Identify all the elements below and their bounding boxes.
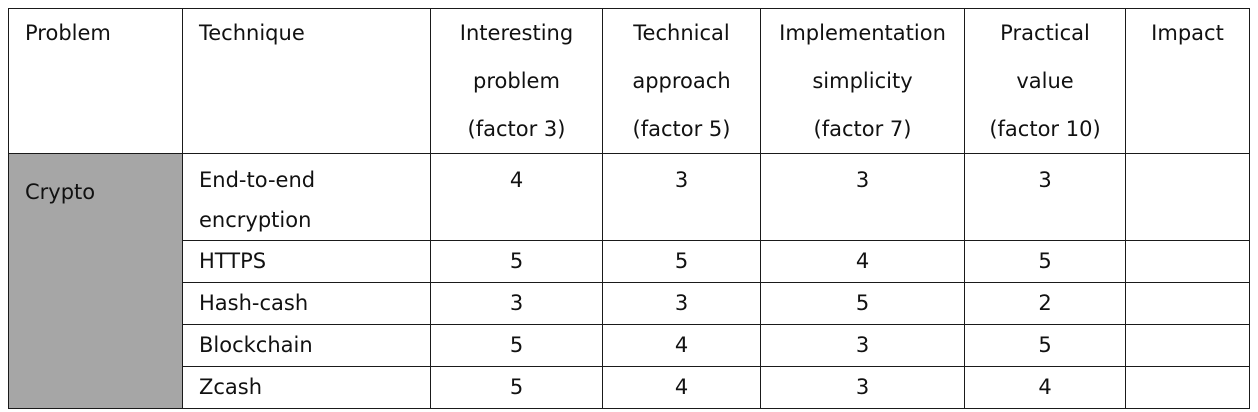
table-row: Blockchain 5 4 3 5: [9, 324, 1250, 367]
interesting-score: 4: [430, 153, 603, 241]
practical-score: 4: [964, 366, 1126, 409]
header-interesting-problem: Interesting problem (factor 3): [430, 8, 603, 154]
practical-score: 5: [964, 240, 1126, 283]
header-technical-approach: Technical approach (factor 5): [602, 8, 761, 154]
technique-cell: Blockchain: [182, 324, 431, 367]
table-row: Hash-cash 3 3 5 2: [9, 282, 1250, 325]
interesting-score: 3: [430, 282, 603, 325]
header-problem: Problem: [8, 8, 183, 154]
technical-score: 3: [602, 282, 761, 325]
technical-score: 5: [602, 240, 761, 283]
technique-cell: Hash-cash: [182, 282, 431, 325]
impact-score: [1125, 366, 1250, 409]
problem-crypto-cell: Crypto: [8, 153, 183, 409]
impact-score: [1125, 240, 1250, 283]
technique-cell: Zcash: [182, 366, 431, 409]
practical-score: 5: [964, 324, 1126, 367]
interesting-score: 5: [430, 366, 603, 409]
impact-score: [1125, 324, 1250, 367]
impact-score: [1125, 153, 1250, 241]
header-practical-value: Practical value (factor 10): [964, 8, 1126, 154]
technical-score: 3: [602, 153, 761, 241]
table-row: HTTPS 5 5 4 5: [9, 240, 1250, 283]
impact-score: [1125, 282, 1250, 325]
interesting-score: 5: [430, 240, 603, 283]
header-implementation-simplicity: Implementation simplicity (factor 7): [760, 8, 965, 154]
implementation-score: 5: [760, 282, 965, 325]
implementation-score: 4: [760, 240, 965, 283]
technical-score: 4: [602, 366, 761, 409]
practical-score: 3: [964, 153, 1126, 241]
header-impact: Impact: [1125, 8, 1250, 154]
interesting-score: 5: [430, 324, 603, 367]
technique-cell: HTTPS: [182, 240, 431, 283]
header-technique: Technique: [182, 8, 431, 154]
table-row: Zcash 5 4 3 4: [9, 366, 1250, 409]
scoring-table: Problem Technique Interesting problem (f…: [8, 8, 1250, 409]
implementation-score: 3: [760, 153, 965, 241]
implementation-score: 3: [760, 366, 965, 409]
implementation-score: 3: [760, 324, 965, 367]
technique-cell: End-to-end encryption: [182, 153, 431, 241]
technical-score: 4: [602, 324, 761, 367]
table-row: Crypto End-to-end encryption 4 3 3 3: [8, 153, 1250, 409]
practical-score: 2: [964, 282, 1126, 325]
header-row: Problem Technique Interesting problem (f…: [8, 8, 1250, 154]
